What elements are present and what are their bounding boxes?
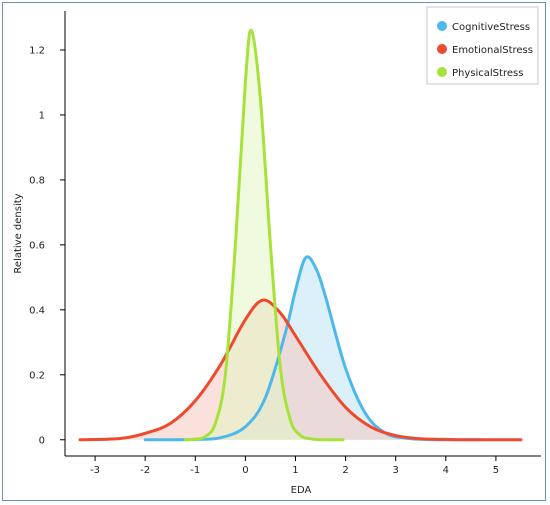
y-tick-label: 0.4 — [29, 305, 45, 316]
x-tick-label: 4 — [443, 465, 449, 476]
x-axis-title: EDA — [291, 485, 312, 496]
y-tick-label: 0.2 — [29, 370, 45, 381]
x-tick-label: -1 — [190, 465, 200, 476]
x-tick-label: -2 — [140, 465, 150, 476]
chart-frame: -3 -2 -1 0 1 2 3 4 5 0 0.2 0.4 0.6 0.8 1 1.2 EDA Relative… — [2, 2, 546, 501]
x-tick-label: 2 — [342, 465, 348, 476]
physicalstress-legend-label: PhysicalStress — [452, 68, 523, 79]
y-axis-title: Relative density — [13, 193, 24, 273]
cognitivestress-area — [145, 256, 481, 440]
y-tick-label: 0.6 — [29, 240, 45, 251]
emotionalstress-legend-label: EmotionalStress — [452, 45, 533, 56]
emotionalstress-area — [80, 299, 521, 440]
y-tick-label: 1 — [39, 110, 45, 121]
cognitivestress-legend-marker — [437, 21, 447, 31]
physicalstress-line — [183, 28, 345, 442]
axes: -3 -2 -1 0 1 2 3 4 5 0 0.2 0.4 0.6 0.8 1 1.2 EDA Relative… — [13, 11, 541, 496]
y-tick-label: 1.2 — [29, 45, 45, 56]
emotionalstress-line — [78, 298, 523, 442]
x-tick-label: 1 — [292, 465, 298, 476]
cognitivestress-legend-label: CognitiveStress — [452, 22, 530, 33]
legend: CognitiveStress EmotionalStress PhysicalSt… — [426, 6, 539, 85]
x-tick-label: -3 — [90, 465, 100, 476]
y-tick-label: 0 — [39, 435, 45, 446]
x-tick-label: 5 — [493, 465, 499, 476]
density-chart: -3 -2 -1 0 1 2 3 4 5 0 0.2 0.4 0.6 0.8 1 1.2 EDA Relative… — [13, 6, 541, 496]
emotionalstress-legend-marker — [437, 44, 447, 54]
physicalstress-legend-marker — [437, 67, 447, 77]
y-tick-label: 0.8 — [29, 175, 45, 186]
x-tick-label: 3 — [393, 465, 399, 476]
x-tick-label: 0 — [242, 465, 248, 476]
series-lines — [78, 28, 523, 442]
area-fills — [80, 30, 521, 440]
physicalstress-area — [185, 30, 344, 440]
